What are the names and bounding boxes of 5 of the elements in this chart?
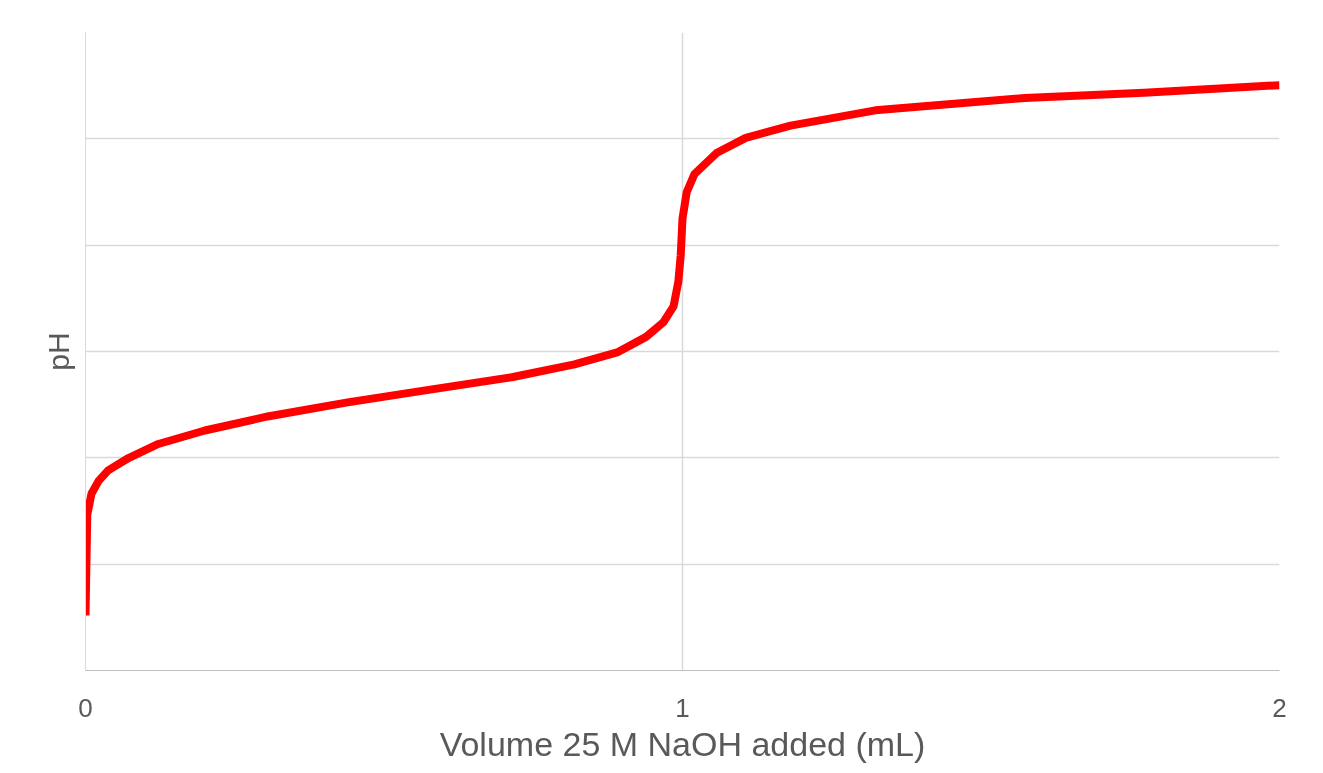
- x-axis-title: Volume 25 M NaOH added (mL): [439, 724, 926, 763]
- x-tick-label: 2: [1272, 692, 1287, 723]
- y-axis-title: pH: [41, 332, 75, 371]
- x-tick-label: 1: [675, 692, 690, 723]
- x-tick-label: 0: [78, 692, 93, 723]
